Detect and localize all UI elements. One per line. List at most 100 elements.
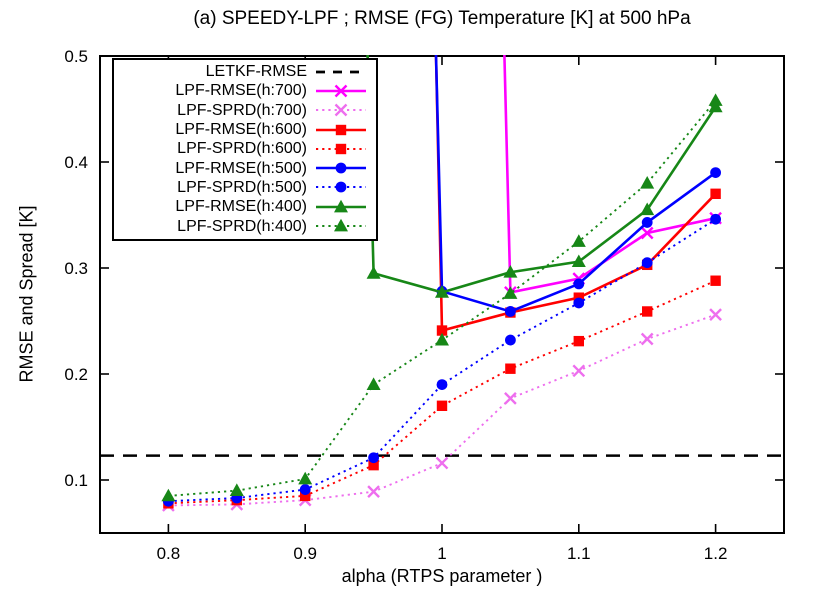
marker-circle (710, 213, 721, 225)
x-tick-label: 0.9 (293, 544, 317, 563)
marker-circle (299, 484, 311, 495)
y-axis-label: RMSE and Spread [K] (16, 205, 37, 383)
legend-entry-label: LPF-RMSE(h:700) (175, 82, 307, 100)
marker-square (710, 188, 721, 199)
legend-entry: LPF-SPRD(h:400) (121, 216, 369, 235)
axis-ticks: 0.8 0.9 1 1.1 1.2 0.1 0.2 0.3 0.4 0.5 (64, 47, 784, 563)
x-axis-label: alpha (RTPS parameter ) (341, 566, 543, 586)
marker-x (334, 84, 348, 98)
marker-square (505, 363, 516, 374)
marker-circle (335, 182, 347, 193)
y-tick-label: 0.4 (64, 153, 88, 172)
marker-triangle (366, 266, 381, 279)
x-tick-label: 1.1 (567, 544, 591, 563)
marker-x (504, 392, 517, 405)
legend-entry-sample (316, 162, 366, 174)
marker-triangle (435, 332, 449, 346)
legend-entry-label: LPF-RMSE(h:500) (175, 159, 307, 177)
marker-square (710, 275, 721, 286)
marker-x (709, 308, 722, 321)
marker-square (436, 400, 448, 411)
series-line (168, 279, 716, 505)
marker-x (367, 485, 380, 499)
legend-entry-label: LPF-SPRD(h:600) (177, 140, 307, 158)
marker-triangle (366, 377, 381, 390)
marker-triangle (708, 93, 723, 106)
marker-circle (335, 162, 347, 174)
marker-x (640, 226, 654, 240)
marker-triangle (334, 218, 348, 232)
marker-triangle (229, 483, 244, 496)
marker-triangle (640, 176, 655, 189)
marker-square (368, 459, 379, 471)
marker-circle (641, 217, 653, 228)
marker-triangle (298, 471, 313, 485)
y-tick-label: 0.5 (64, 47, 88, 66)
marker-square (335, 143, 347, 155)
marker-triangle (571, 234, 586, 247)
marker-x (435, 456, 449, 470)
marker-x (334, 103, 348, 117)
x-tick-label: 0.8 (157, 544, 181, 563)
legend-entry: LPF-RMSE(h:400) (121, 197, 369, 216)
marker-circle (505, 334, 516, 346)
marker-circle (505, 306, 516, 317)
chart-title: (a) SPEEDY-LPF ; RMSE (FG) Temperature [… (193, 8, 691, 29)
marker-triangle (435, 285, 449, 298)
marker-square (335, 124, 347, 135)
legend-entry-label: LPF-RMSE(h:600) (175, 121, 307, 139)
series-line (366, 54, 717, 294)
y-tick-label: 0.1 (64, 471, 88, 490)
legend-entry-sample (316, 84, 366, 98)
legend-entry-sample (316, 218, 366, 232)
series-lpf-sprd-h-400- (161, 93, 723, 502)
legend-entry-label: LPF-SPRD(h:500) (177, 178, 307, 196)
marker-circle (573, 278, 585, 290)
marker-square (573, 335, 584, 347)
legend-entry-sample (316, 70, 366, 74)
marker-square (436, 325, 448, 336)
marker-circle (641, 257, 653, 269)
marker-x (640, 332, 654, 346)
legend-entry: LPF-RMSE(h:600) (121, 120, 369, 139)
legend-entry: LETKF-RMSE (121, 62, 369, 81)
legend-entry: LPF-RMSE(h:700) (121, 81, 369, 100)
series-line (434, 54, 717, 313)
marker-circle (436, 379, 448, 390)
series-lpf-rmse-h-600- (434, 54, 721, 336)
marker-circle (710, 167, 721, 179)
marker-triangle (334, 199, 348, 213)
marker-triangle (640, 202, 655, 216)
series-lpf-rmse-h-400- (366, 54, 723, 298)
marker-triangle (503, 286, 518, 299)
legend-entry-sample (316, 143, 366, 155)
marker-circle (573, 297, 585, 309)
legend-entry-label: LPF-SPRD(h:700) (177, 101, 307, 119)
x-tick-label: 1 (437, 544, 446, 563)
y-tick-label: 0.2 (64, 365, 88, 384)
series-lpf-rmse-h-700- (503, 54, 722, 299)
legend-entry-sample (316, 199, 366, 213)
marker-triangle (503, 265, 518, 278)
marker-triangle (161, 488, 176, 502)
marker-triangle (571, 254, 586, 268)
marker-square (642, 306, 653, 317)
legend-box: LETKF-RMSE LPF-RMSE(h:700) LPF-SPRD(h:700)… (112, 58, 378, 241)
legend-entry-sample (316, 103, 366, 117)
y-tick-label: 0.3 (64, 259, 88, 278)
x-tick-label: 1.2 (704, 544, 728, 563)
legend-entry-sample (316, 182, 366, 193)
marker-square (300, 490, 311, 502)
marker-circle (368, 452, 379, 464)
legend-entry-label: LETKF-RMSE (205, 63, 307, 81)
legend-entry-sample (316, 124, 366, 135)
legend-entry-label: LPF-RMSE(h:400) (175, 198, 307, 216)
series-line (434, 54, 717, 333)
marker-triangle (708, 99, 723, 113)
legend-entry: LPF-RMSE(h:500) (121, 158, 369, 177)
marker-x (572, 364, 586, 378)
legend-entry: LPF-SPRD(h:700) (121, 101, 369, 120)
legend-entry-label: LPF-SPRD(h:400) (177, 217, 307, 235)
